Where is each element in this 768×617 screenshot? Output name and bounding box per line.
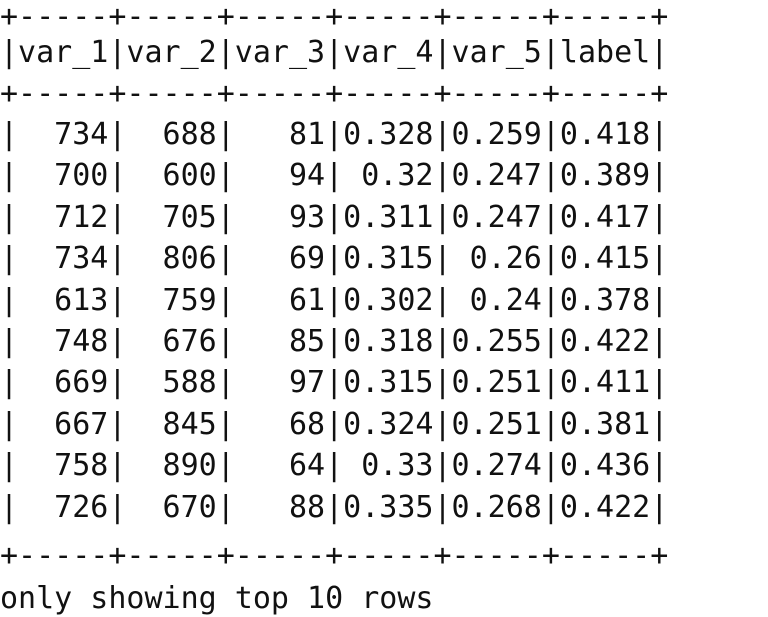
table-row: | 669| 588| 97|0.315|0.251|0.411| <box>0 365 669 401</box>
table-row: | 748| 676| 85|0.318|0.255|0.422| <box>0 324 669 359</box>
table-row: | 700| 600| 94| 0.32|0.247|0.389| <box>0 158 669 194</box>
table-row: | 734| 806| 69|0.315| 0.26|0.415| <box>0 241 669 277</box>
table-row: | 667| 845| 68|0.324|0.251|0.381| <box>0 406 669 442</box>
table-row: | 734| 688| 81|0.328|0.259|0.418| <box>0 117 669 152</box>
table-header-row: |var_1|var_2|var_3|var_4|var_5|label| <box>0 35 669 70</box>
table-top-border: +-----+-----+-----+-----+-----+-----+ <box>0 0 669 34</box>
table-row: | 613| 759| 61|0.302| 0.24|0.378| <box>0 282 669 318</box>
table-bottom-border: +-----+-----+-----+-----+-----+-----+ <box>0 538 669 573</box>
footer-text: only showing top 10 rows <box>0 581 434 616</box>
table-row: | 726| 670| 88|0.335|0.268|0.422| <box>0 489 669 525</box>
table-header-border: +-----+-----+-----+-----+-----+-----+ <box>0 76 669 111</box>
table-row: | 712| 705| 93|0.311|0.247|0.417| <box>0 199 669 235</box>
table-row: | 758| 890| 64| 0.33|0.274|0.436| <box>0 448 669 484</box>
